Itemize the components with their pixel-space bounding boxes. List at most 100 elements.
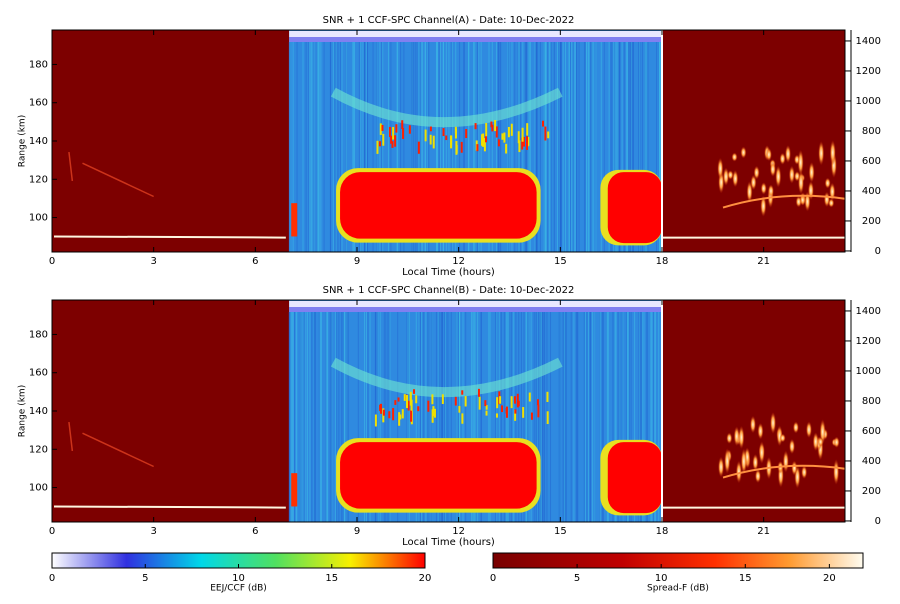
echo [528,392,531,402]
echo [464,396,467,407]
echo [395,124,398,133]
echo [460,141,463,153]
echo [388,126,391,138]
flame [779,152,786,165]
y-tick-label: 140 [29,406,48,417]
echo [521,127,524,142]
blob [340,442,537,509]
echo [546,411,549,425]
flame [767,184,774,198]
echo [433,408,436,418]
y-tick-label: 100 [29,483,48,494]
echo [518,140,521,153]
chart-title: SNR + 1 CCF-SPC Channel(A) - Date: 10-De… [323,15,575,26]
flame [812,432,819,452]
echo [505,407,508,414]
flame [717,157,724,180]
flame [738,425,745,450]
echo [455,145,458,154]
echo [478,396,481,410]
y-tick-label: 120 [29,174,48,185]
flame [807,180,814,201]
echo [522,407,525,418]
flame [757,422,764,440]
y-tick-label: 180 [29,329,48,340]
flame [735,460,742,484]
flame [740,146,747,159]
flame [718,456,725,478]
flame [760,182,767,195]
echo [401,120,404,129]
echo [461,413,464,424]
echo [374,414,377,427]
y-axis-label: Range (km) [18,385,28,437]
flame [722,167,729,186]
echo [546,391,549,402]
colorbar-tick-label: 5 [574,573,580,584]
flame [769,161,776,177]
echo [410,399,413,411]
x-tick-label: 6 [252,256,258,267]
echo [499,396,502,404]
echo [513,396,516,404]
y2-tick-label: 400 [862,186,881,197]
echo [522,136,525,147]
echo [510,396,513,409]
echo [495,126,498,138]
echo [514,409,517,421]
x-tick-label: 9 [354,526,360,537]
flame [817,437,824,447]
echo [542,120,545,127]
echo [445,135,448,141]
x-tick-label: 12 [452,256,465,267]
flame [750,174,757,191]
y-tick-label: 160 [29,368,48,379]
echo [517,400,520,407]
night-background [52,30,290,252]
echo [402,127,405,139]
echo [525,136,528,150]
echo [537,404,540,418]
colorbar-label: EEJ/CCF (dB) [210,584,267,594]
x-tick-label: 3 [150,526,156,537]
echo [397,397,400,402]
x-tick-label: 15 [554,256,567,267]
echo [483,138,486,152]
echo [536,399,539,406]
colorbar-tick-label: 15 [739,573,752,584]
echo [413,389,416,394]
x-tick-label: 18 [656,256,669,267]
flame [753,165,760,180]
flame [789,438,796,455]
echo [477,388,480,397]
flame [795,196,802,208]
x-axis-label: Local Time (hours) [402,267,495,278]
flame [731,152,738,162]
echo [454,396,457,406]
flame [808,161,815,183]
echo [417,406,420,412]
echo [510,123,513,136]
colorbar-tick-label: 5 [142,573,148,584]
echo [415,395,418,404]
flame [724,448,731,474]
blob [607,172,662,244]
echo [379,123,382,135]
echo [505,143,508,154]
x-tick-label: 18 [656,526,669,537]
echo [482,138,485,144]
y2-tick-label: 1200 [856,336,881,347]
colorbar-tick-label: 15 [325,573,338,584]
echo [461,390,464,395]
echo [427,400,430,412]
y2-tick-label: 600 [862,156,881,167]
y2-tick-label: 0 [875,516,881,527]
colorbar-tick-label: 20 [823,573,836,584]
echo [291,473,298,507]
echo [409,394,412,403]
y2-tick-label: 1400 [856,36,881,47]
echo [408,125,411,134]
flame [833,459,840,485]
echo [521,137,524,150]
flame [818,141,825,166]
